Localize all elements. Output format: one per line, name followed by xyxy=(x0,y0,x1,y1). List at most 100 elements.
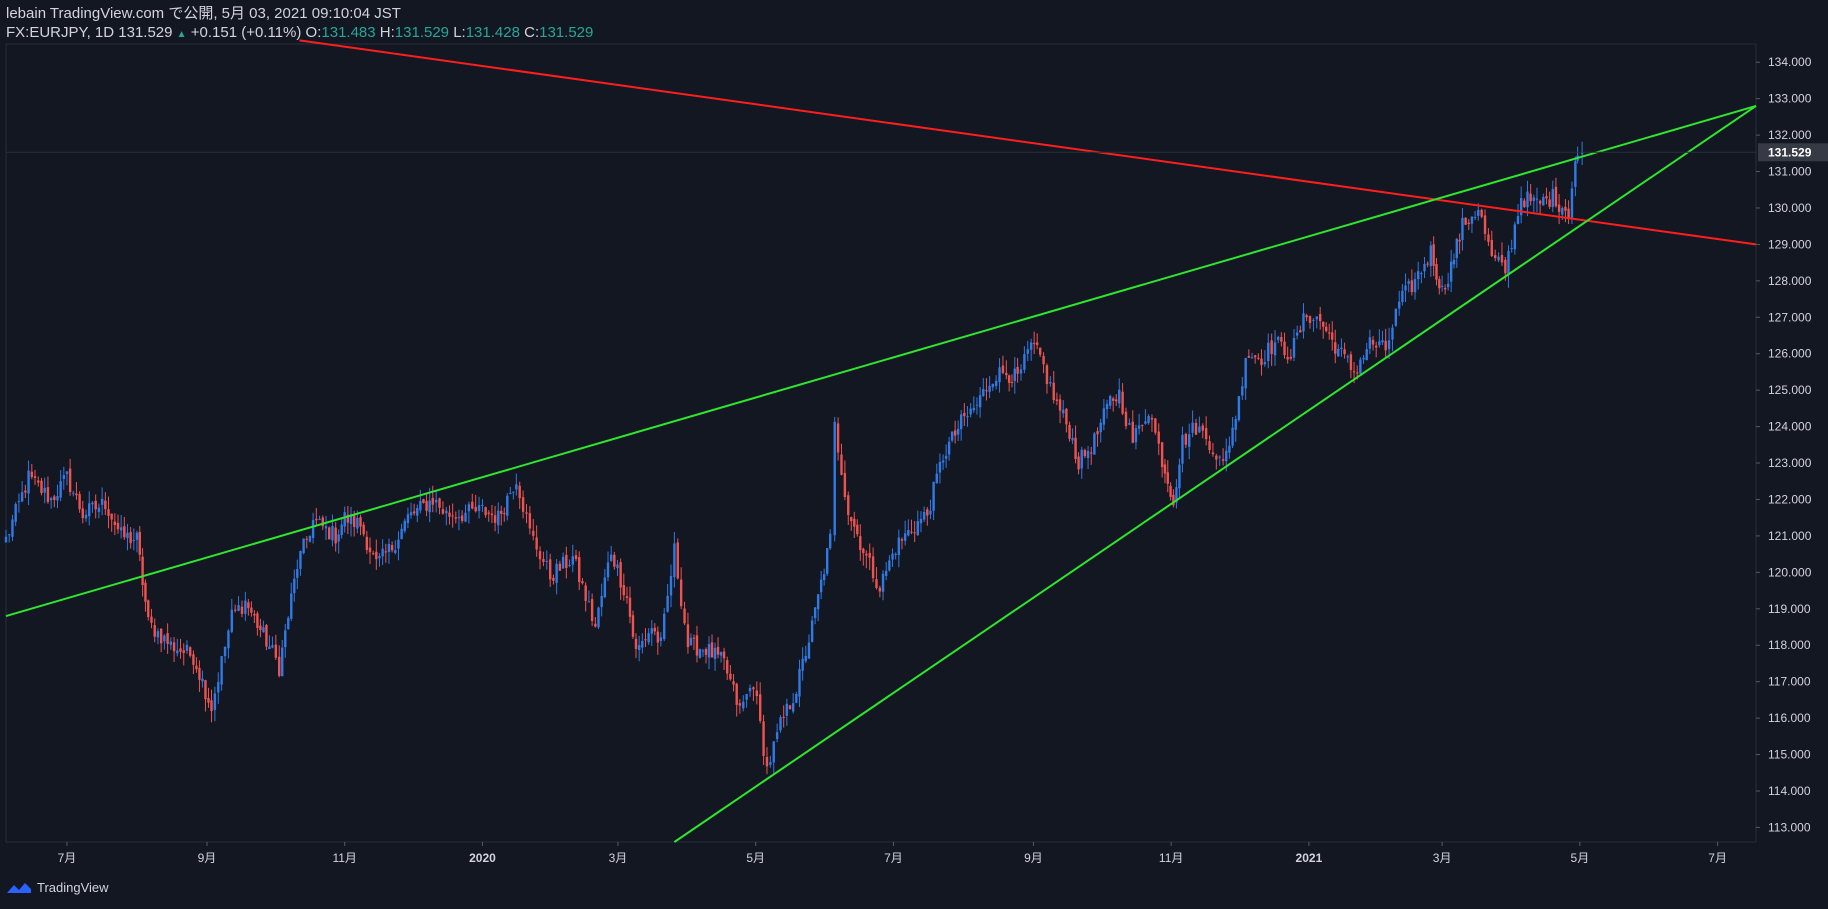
candle-body xyxy=(521,497,525,512)
candle-body xyxy=(311,520,315,539)
low-label: L: xyxy=(453,24,466,41)
last-price-tag xyxy=(1758,143,1828,162)
candle-body xyxy=(1221,459,1225,461)
candle-body xyxy=(27,470,30,494)
candle-body xyxy=(1260,358,1263,366)
candle-body xyxy=(843,472,847,498)
candle-body xyxy=(862,548,865,554)
candle-body xyxy=(217,681,220,693)
candle-body xyxy=(963,412,966,417)
candle-body xyxy=(113,521,117,526)
candle-body xyxy=(1005,372,1008,376)
candle-body xyxy=(1308,316,1312,323)
candle-body xyxy=(1208,441,1211,451)
candle-body xyxy=(1570,188,1574,218)
candle-body xyxy=(182,650,185,653)
candle-body xyxy=(1244,357,1247,389)
candle-body xyxy=(302,538,305,554)
candle-body xyxy=(1058,399,1062,411)
candle-body xyxy=(1574,161,1577,187)
candle-body xyxy=(1359,359,1362,374)
candle-body xyxy=(704,649,708,655)
candle-body xyxy=(881,573,885,592)
candle-body xyxy=(84,514,88,519)
candle-body xyxy=(227,630,230,649)
candle-body xyxy=(666,595,669,612)
trendline-3 xyxy=(673,105,1757,843)
candle-body xyxy=(775,732,779,740)
candle-body xyxy=(153,625,156,637)
candle-body xyxy=(116,522,120,530)
candle-body xyxy=(40,480,43,494)
candle-body xyxy=(1545,196,1548,199)
candle-body xyxy=(1204,428,1208,440)
candle-body xyxy=(328,527,331,540)
candle-body xyxy=(368,547,372,553)
candle-body xyxy=(875,579,878,588)
candle-body xyxy=(172,642,176,652)
candle-body xyxy=(1289,356,1293,359)
y-tick-label: 117.000 xyxy=(1768,675,1811,689)
candle-body xyxy=(1071,438,1074,441)
candle-body xyxy=(656,631,660,643)
candle-body xyxy=(1201,425,1204,431)
candle-body xyxy=(804,655,808,662)
candle-body xyxy=(542,558,545,562)
candle-body xyxy=(1381,340,1384,343)
candle-body xyxy=(1435,263,1438,280)
candle-body xyxy=(769,762,772,765)
candle-body xyxy=(969,408,972,415)
candle-body xyxy=(253,613,256,616)
candle-body xyxy=(1228,445,1231,453)
candle-body xyxy=(600,595,603,608)
candle-body xyxy=(865,553,868,556)
candle-body xyxy=(1443,287,1447,290)
candle-body xyxy=(1500,254,1504,263)
candle-body xyxy=(859,536,862,550)
candle-body xyxy=(1049,382,1052,384)
candle-body xyxy=(819,579,823,593)
candle-body xyxy=(1299,330,1302,333)
candle-body xyxy=(779,717,782,731)
candle-body xyxy=(584,585,587,601)
candle-body xyxy=(1115,399,1118,402)
candle-body xyxy=(1315,316,1319,320)
candle-body xyxy=(150,616,153,623)
candle-body xyxy=(1384,340,1387,351)
candle-body xyxy=(390,545,394,551)
candle-body xyxy=(1532,197,1536,201)
candle-body xyxy=(988,385,991,392)
candle-body xyxy=(1374,345,1378,348)
candle-body xyxy=(210,700,213,712)
candle-body xyxy=(352,514,356,527)
candle-body xyxy=(752,687,755,690)
candle-body xyxy=(324,526,328,529)
candle-body xyxy=(406,514,410,523)
tradingview-brand[interactable]: TradingView xyxy=(6,880,109,895)
candle-body xyxy=(722,651,726,659)
high-label: H: xyxy=(379,24,395,41)
candle-body xyxy=(772,741,775,763)
candle-body xyxy=(1178,464,1181,489)
candle-body xyxy=(59,481,62,498)
candle-body xyxy=(950,431,954,441)
candle-body xyxy=(293,578,296,594)
candle-body xyxy=(477,505,481,512)
candle-body xyxy=(512,491,515,493)
candle-body xyxy=(1026,349,1029,354)
candle-body xyxy=(1032,343,1036,345)
candle-body xyxy=(11,519,14,537)
candle-body xyxy=(1554,186,1558,207)
candle-body xyxy=(362,524,365,535)
candle-body xyxy=(1368,337,1372,349)
candle-body xyxy=(1010,381,1014,383)
candle-body xyxy=(1467,222,1470,224)
candle-body xyxy=(840,454,843,475)
candle-body xyxy=(207,697,210,703)
candle-body xyxy=(1263,362,1267,365)
candle-body xyxy=(1237,396,1241,421)
candle-body xyxy=(1191,422,1194,433)
candle-body xyxy=(590,599,594,621)
candle-body xyxy=(185,644,189,651)
